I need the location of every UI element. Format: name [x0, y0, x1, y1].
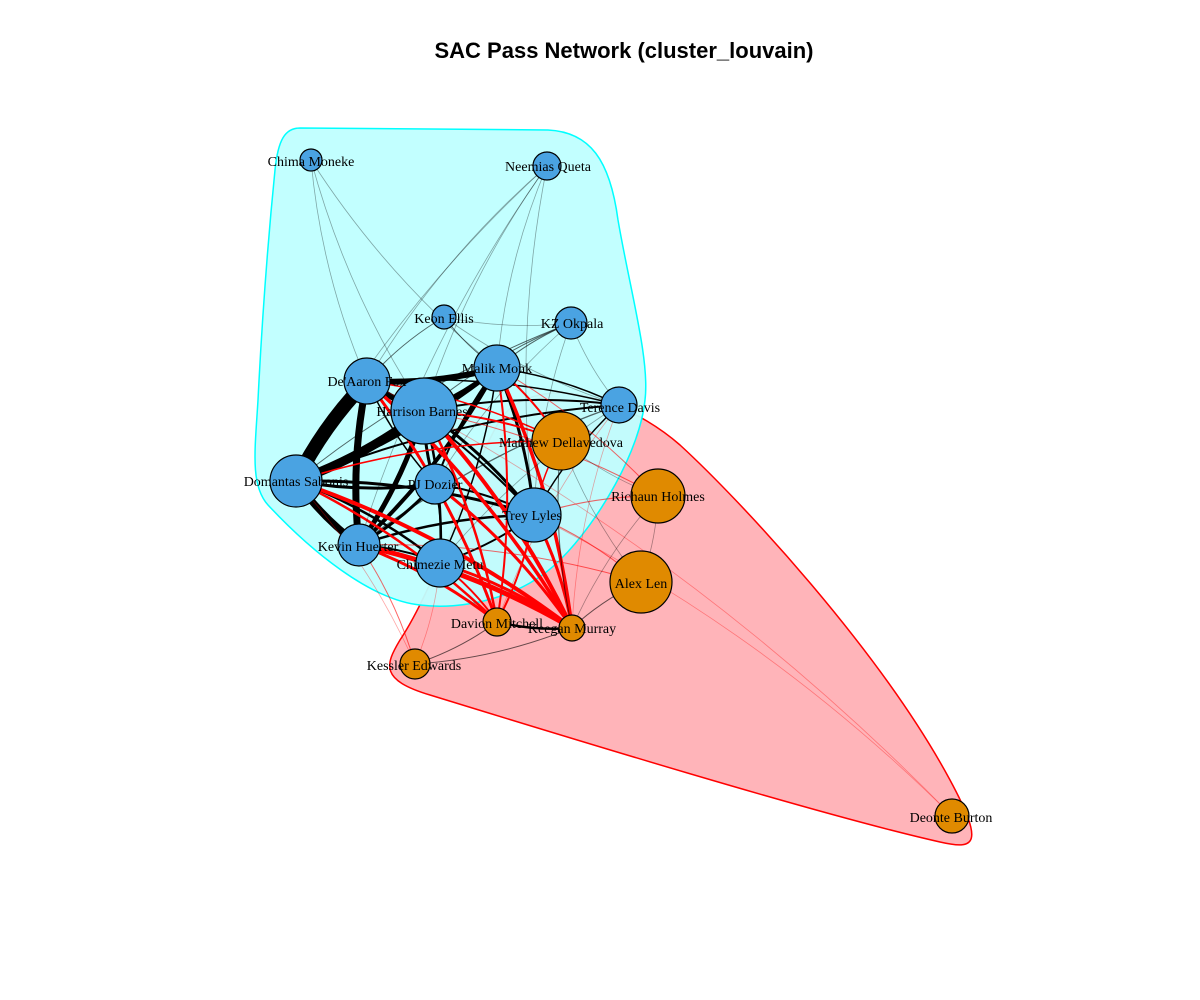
edge-davion-domantas [294, 479, 499, 624]
node-terence[interactable] [600, 386, 638, 424]
edge-deonte-trey [533, 514, 953, 817]
node-label-richaun: Richaun Holmes [611, 490, 705, 505]
edge-neemias-trey [525, 165, 548, 516]
node-davion[interactable] [482, 607, 512, 637]
node-label-deonte: Deonte Burton [910, 811, 993, 826]
node-label-kevin: Kevin Huerter [318, 540, 399, 555]
node-pj[interactable] [414, 463, 456, 505]
node-kz[interactable] [554, 306, 588, 340]
node-chimezie[interactable] [415, 538, 465, 588]
edge-chima-malik [310, 159, 498, 369]
edge-kessler-keegan [414, 627, 573, 665]
edge-davion-malik [496, 367, 509, 623]
node-kessler[interactable] [399, 648, 431, 680]
node-label-trey: Trey Lyles [502, 509, 562, 524]
node-label-terence: Terence Davis [580, 401, 660, 416]
node-deonte[interactable] [934, 798, 970, 834]
edge-kz-pj [434, 322, 572, 485]
node-label-matthew: Matthew Dellavedova [499, 436, 624, 451]
edge-chimezie-malik [439, 367, 498, 564]
edge-neemias-kevin [358, 165, 548, 546]
node-malik[interactable] [473, 344, 521, 392]
edge-terence-chimezie [439, 404, 620, 564]
node-kevin[interactable] [337, 523, 381, 567]
node-label-deaaron: De'Aaron Fox [327, 375, 406, 390]
node-label-davion: Davion Mitchell [451, 617, 543, 632]
node-label-neemias: Neemias Queta [505, 160, 592, 175]
chart-title: SAC Pass Network (cluster_louvain) [434, 38, 813, 63]
edge-neemias-deaaron [366, 165, 548, 382]
edge-matthew-domantas [295, 440, 562, 482]
edge-chima-deaaron [310, 159, 368, 382]
node-chima[interactable] [299, 148, 323, 172]
nodes-layer [269, 148, 970, 834]
node-label-chimezie: Chimezie Metu [397, 558, 484, 573]
node-label-kz: KZ Okpala [541, 317, 604, 332]
edge-terence-keegan [571, 404, 620, 629]
node-deaaron[interactable] [343, 357, 391, 405]
node-label-harrison: Harrison Barnes [376, 405, 467, 420]
node-label-keon: Keon Ellis [414, 312, 474, 327]
node-label-domantas: Domantas Sabonis [244, 475, 349, 490]
edge-neemias-harrison [423, 165, 548, 412]
edge-neemias-malik [496, 165, 548, 369]
node-neemias[interactable] [532, 151, 562, 181]
node-label-alex: Alex Len [615, 577, 667, 592]
node-label-kessler: Kessler Edwards [367, 659, 461, 674]
node-richaun[interactable] [630, 468, 686, 524]
node-label-keegan: Keegan Murray [528, 622, 616, 637]
edge-alex-kevin [358, 544, 642, 583]
labels-layer: Chima Moneke Neemias Queta Keon Ellis KZ Ok… [244, 155, 993, 826]
edge-kessler-domantas [295, 480, 416, 665]
node-keegan[interactable] [558, 614, 586, 642]
edge-keegan-pj [433, 482, 574, 630]
edge-keegan-kevin [356, 542, 575, 631]
edge-deonte-deaaron [366, 380, 953, 817]
node-domantas[interactable] [269, 454, 323, 508]
edge-terence-domantas [295, 404, 620, 482]
edge-terence-kevin [358, 404, 620, 546]
edge-chima-harrison [310, 159, 425, 412]
node-label-malik: Malik Monk [462, 362, 532, 377]
node-trey[interactable] [506, 487, 562, 543]
node-matthew[interactable] [531, 411, 591, 471]
node-alex[interactable] [609, 550, 673, 614]
node-harrison[interactable] [390, 377, 458, 445]
node-label-pj: PJ Dozier [408, 478, 463, 493]
edge-keon-terence [443, 316, 620, 406]
edge-neemias-domantas [295, 165, 548, 482]
node-keon[interactable] [431, 304, 457, 330]
node-label-chima: Chima Moneke [268, 155, 355, 170]
